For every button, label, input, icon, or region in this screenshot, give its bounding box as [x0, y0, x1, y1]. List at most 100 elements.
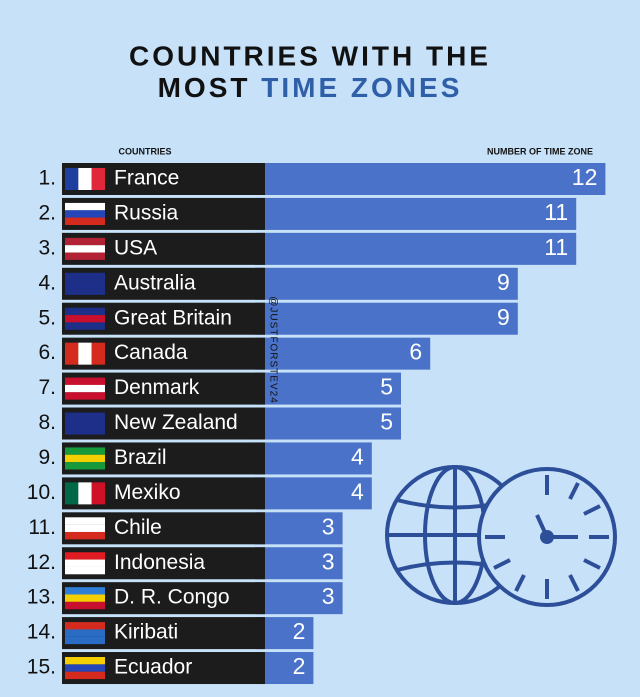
bar: [255, 267, 518, 300]
rank-label: 13.: [27, 586, 56, 609]
flag-stripe: [65, 517, 105, 525]
flag-stripe: [65, 462, 105, 470]
bar: [255, 582, 343, 615]
flag-stripe: [65, 601, 105, 610]
flag-stripe: [65, 210, 105, 218]
flag-stripe: [65, 531, 105, 540]
bar: [255, 163, 606, 195]
value-label: 9: [497, 269, 510, 295]
category-label: Great Britain: [114, 306, 232, 329]
credit: @JUSTFORSTEV24: [267, 296, 278, 404]
category-label: Kiribati: [114, 621, 178, 644]
flag-stripe: [65, 168, 79, 190]
category-label: Ecuador: [114, 656, 192, 679]
flag-stripe: [65, 412, 105, 420]
bar: [255, 407, 401, 440]
flag-stripe: [65, 622, 105, 630]
flag-stripe: [65, 237, 105, 246]
rank-label: 3.: [38, 236, 56, 259]
bar: [255, 477, 372, 510]
flag-stripe: [65, 315, 105, 323]
flag-stripe: [65, 636, 105, 645]
value-label: 2: [293, 653, 306, 679]
chart-title: COUNTRIES WITH THE: [129, 40, 491, 71]
bar: [255, 337, 431, 370]
flag-stripe: [65, 559, 105, 567]
flag-stripe: [65, 252, 105, 260]
flag-stripe: [65, 202, 105, 211]
rank-label: 8.: [38, 411, 56, 434]
value-label: 11: [544, 234, 568, 260]
flag-stripe: [91, 168, 106, 190]
category-label: USA: [114, 236, 157, 259]
bar: [255, 372, 401, 405]
value-label: 4: [351, 444, 364, 470]
flag-stripe: [65, 657, 105, 665]
category-header: COUNTRIES: [118, 146, 171, 156]
bar: [255, 232, 577, 265]
flag-stripe: [65, 629, 105, 637]
category-label: Russia: [114, 201, 179, 224]
rows: 1. France 12 2. Russia 11 3. USA 11 4. Australia 9 5…: [27, 163, 606, 685]
value-label: 6: [409, 339, 422, 365]
rank-label: 5.: [38, 306, 56, 329]
category-label: Canada: [114, 341, 188, 364]
flag-stripe: [65, 217, 105, 225]
flag-stripe: [65, 587, 105, 595]
rank-label: 2.: [38, 201, 56, 224]
rank-label: 1.: [38, 167, 56, 190]
bar: [255, 302, 518, 335]
flag-stripe: [65, 566, 105, 575]
flag-stripe: [65, 245, 105, 253]
category-label: D. R. Congo: [114, 586, 230, 609]
chart-title: MOST TIME ZONES: [158, 72, 463, 103]
rank-label: 9.: [38, 446, 56, 469]
flag-stripe: [65, 664, 105, 672]
flag-stripe: [65, 377, 105, 385]
rank-label: 7.: [38, 376, 56, 399]
flag-stripe: [65, 272, 105, 281]
rank-label: 12.: [27, 551, 56, 574]
value-label: 4: [351, 478, 364, 504]
chart-title-part: MOST: [158, 72, 251, 103]
value-label: 5: [380, 409, 393, 435]
rank-label: 14.: [27, 621, 56, 644]
flag-stripe: [65, 552, 105, 560]
flag-stripe: [91, 482, 106, 505]
value-label: 3: [322, 583, 335, 609]
category-label: Denmark: [114, 376, 200, 399]
category-label: Indonesia: [114, 551, 205, 574]
chart-title-highlight: TIME ZONES: [261, 72, 462, 103]
value-label: 5: [380, 374, 393, 400]
value-label: 2: [293, 618, 306, 644]
flag-stripe: [65, 427, 105, 435]
rank-label: 4.: [38, 271, 56, 294]
flag-stripe: [65, 482, 79, 505]
value-header: NUMBER OF TIME ZONE: [487, 146, 593, 156]
bar: [255, 442, 372, 475]
flag-stripe: [65, 280, 105, 288]
flag-stripe: [65, 594, 105, 602]
value-label: 11: [544, 199, 568, 225]
value-label: 12: [572, 164, 598, 190]
flag-stripe: [65, 287, 105, 295]
flag-stripe: [65, 384, 105, 393]
rank-label: 11.: [28, 516, 56, 539]
flag-stripe: [65, 447, 105, 455]
flag-stripe: [91, 342, 106, 365]
value-label: 9: [497, 304, 510, 330]
flag-stripe: [65, 419, 105, 428]
flag-stripe: [65, 392, 105, 400]
category-label: Brazil: [114, 446, 167, 469]
flag-stripe: [65, 671, 105, 680]
value-label: 3: [322, 548, 335, 574]
rank-label: 6.: [38, 341, 56, 364]
flag-stripe: [78, 342, 92, 365]
flag-stripe: [78, 482, 92, 505]
bar: [255, 512, 343, 545]
globe-clock-icon: [385, 465, 617, 607]
flag-stripe: [65, 342, 79, 365]
flag-stripe: [65, 524, 105, 533]
category-label: New Zealand: [114, 411, 238, 434]
